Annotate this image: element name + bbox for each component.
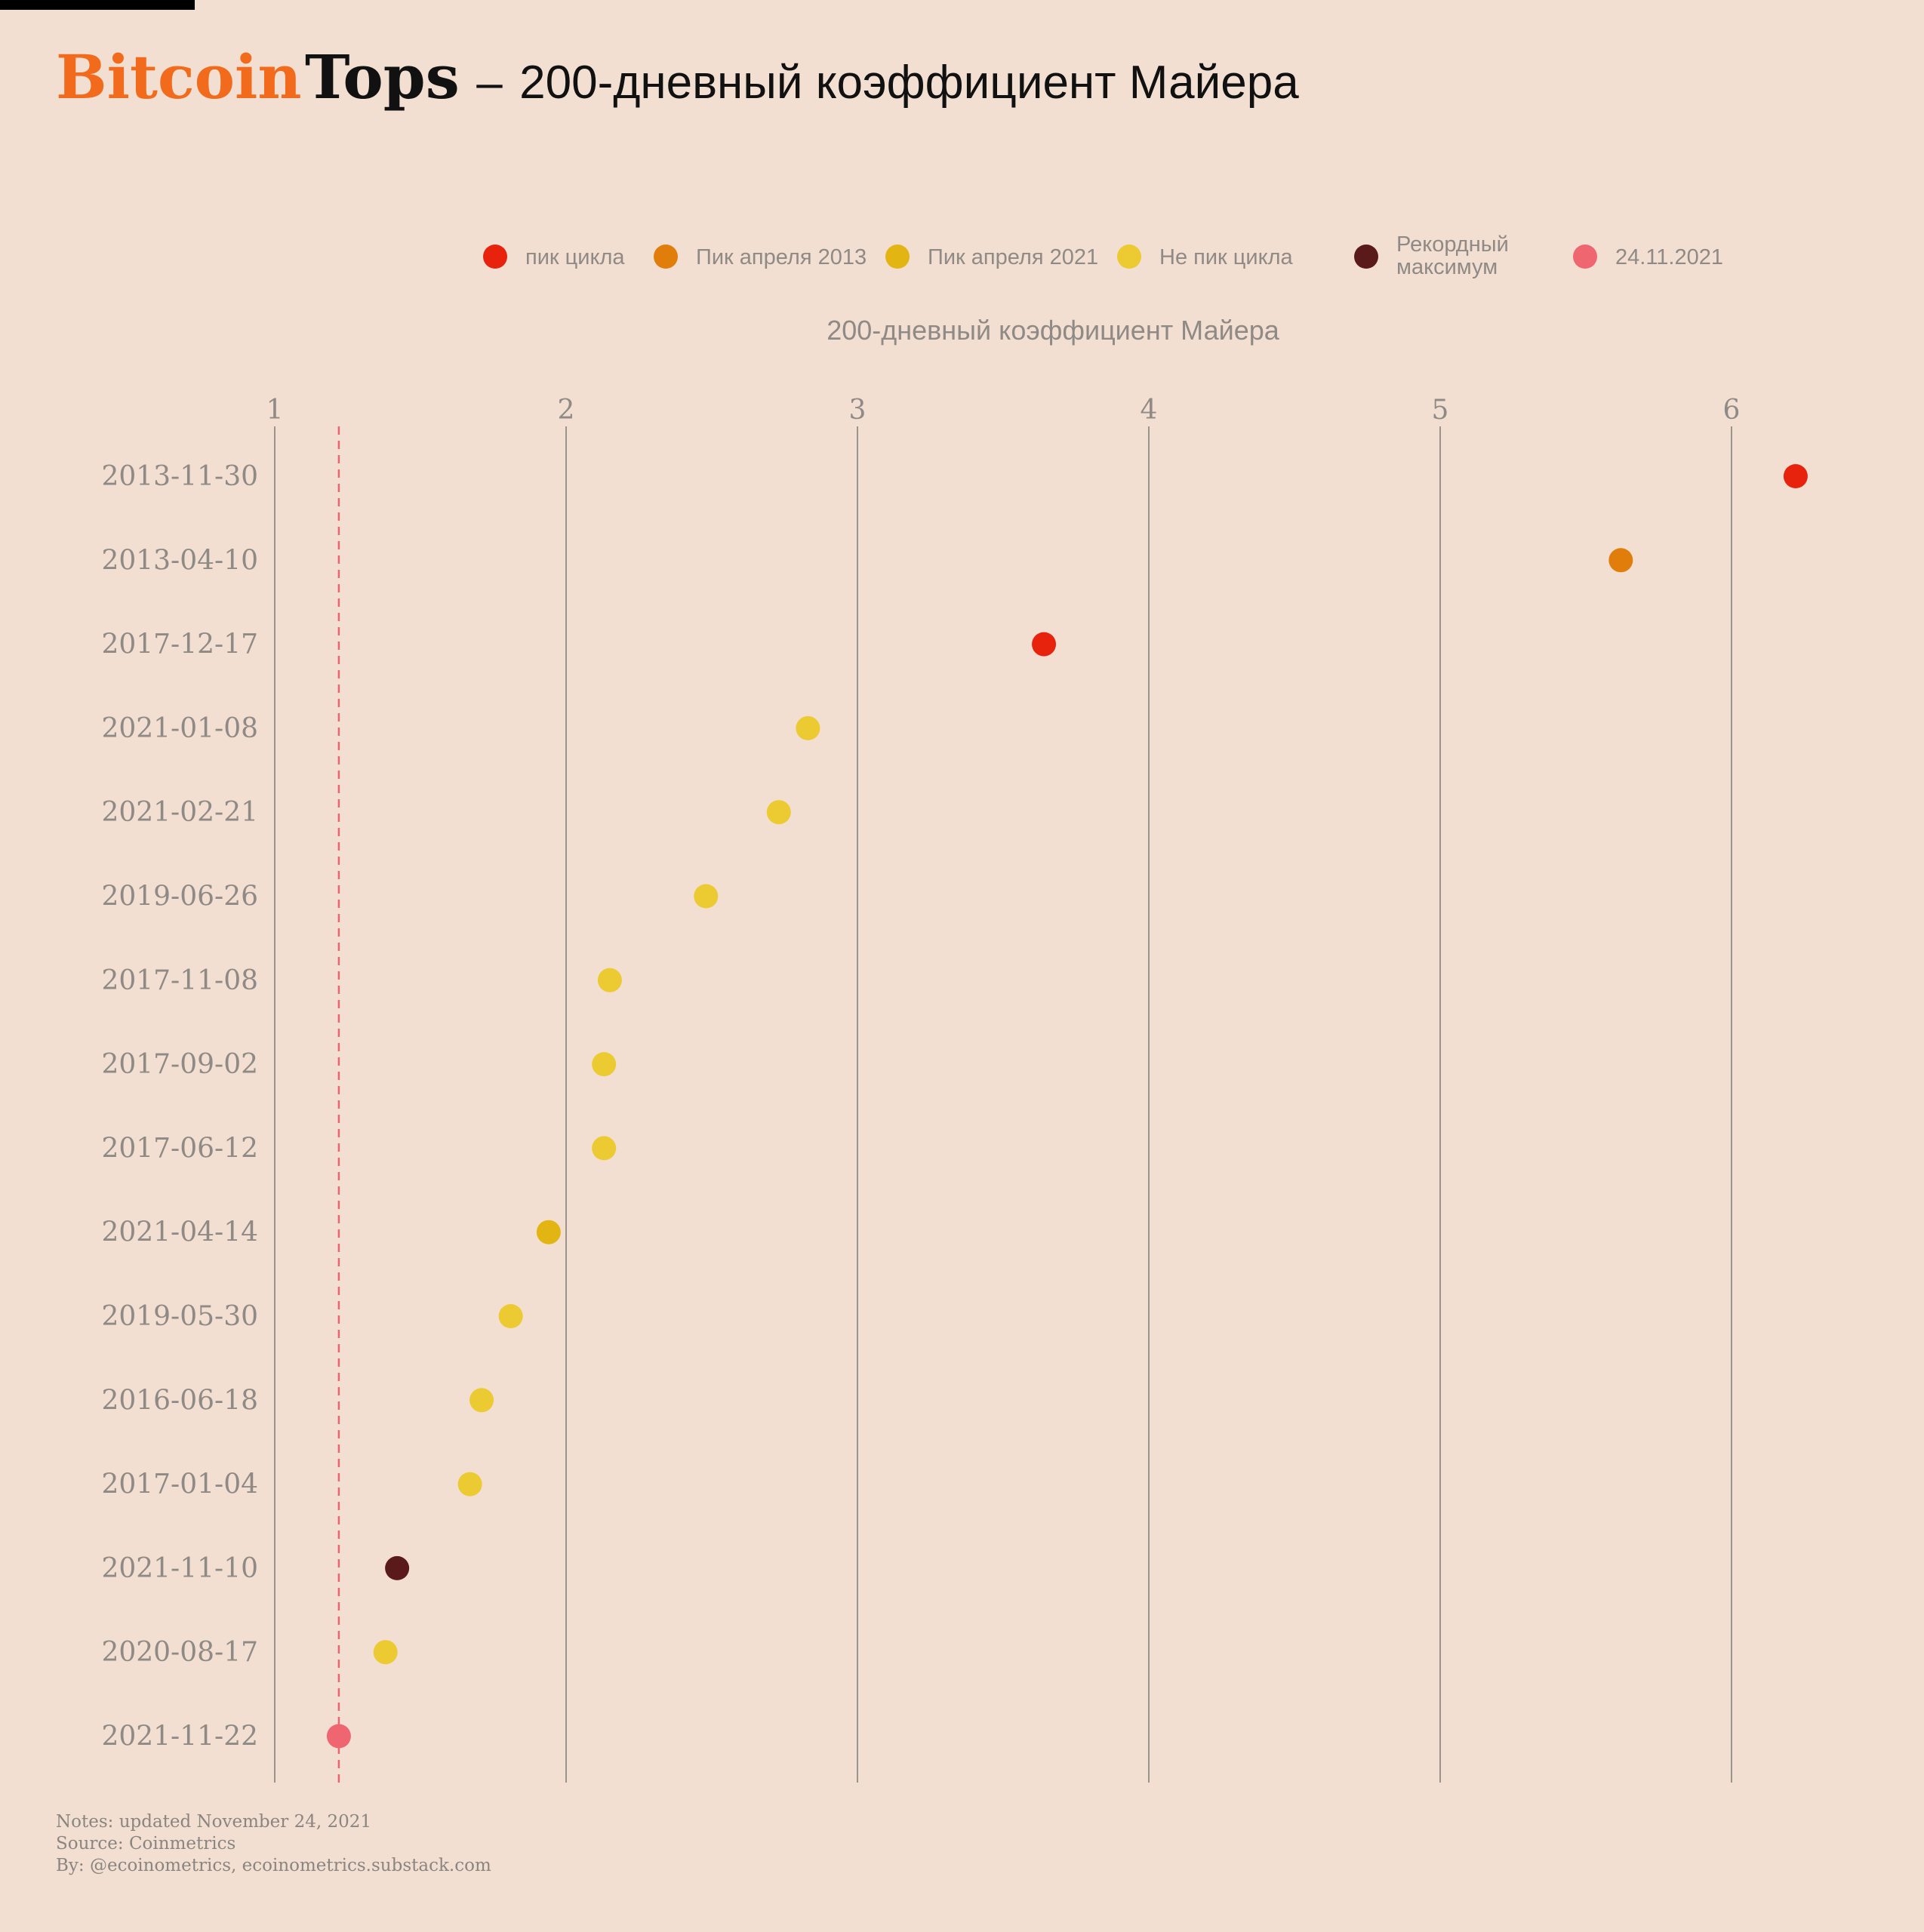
y-label-2021-11-22: 2021-11-22 <box>101 1721 258 1752</box>
y-label-2017-01-04: 2017-01-04 <box>101 1469 258 1500</box>
footer-source: Source: Coinmetrics <box>56 1834 236 1854</box>
point-2013-11-30 <box>1783 464 1808 488</box>
y-label-2017-11-08: 2017-11-08 <box>101 965 258 996</box>
y-label-2021-02-21: 2021-02-21 <box>101 797 258 828</box>
point-2021-04-14 <box>536 1220 561 1244</box>
legend-marker-4 <box>1354 245 1378 269</box>
point-2016-06-18 <box>469 1388 494 1413</box>
y-label-2017-09-02: 2017-09-02 <box>101 1049 258 1080</box>
point-2017-01-04 <box>457 1472 482 1497</box>
point-2017-09-02 <box>592 1052 617 1077</box>
y-label-2019-05-30: 2019-05-30 <box>101 1301 258 1332</box>
point-2021-11-10 <box>385 1555 410 1580</box>
y-label-2017-12-17: 2017-12-17 <box>101 629 258 660</box>
title-separator: – <box>476 57 503 109</box>
y-label-2019-06-26: 2019-06-26 <box>101 881 258 912</box>
title-tops: Tops <box>305 42 460 112</box>
y-axis-labels: 2013-11-30 2013-04-10 2017-12-17 2021-01-08… <box>101 461 258 1752</box>
point-2021-02-21 <box>766 800 791 825</box>
legend-marker-5 <box>1573 245 1597 269</box>
point-2019-06-26 <box>694 884 719 909</box>
legend-label-4: Рекордный максимум <box>1396 232 1509 279</box>
x-tick-label-2: 2 <box>558 395 575 426</box>
point-2017-06-12 <box>592 1136 617 1161</box>
legend-label-3: Не пик цикла <box>1159 245 1294 269</box>
point-2013-04-10 <box>1608 548 1633 573</box>
data-points <box>326 464 1808 1749</box>
y-label-2013-04-10: 2013-04-10 <box>101 545 258 576</box>
y-label-2013-11-30: 2013-11-30 <box>101 461 258 492</box>
x-tick-label-1: 1 <box>266 395 284 426</box>
legend-label-1: Пик апреля 2013 <box>696 245 867 269</box>
title-subtitle: 200-дневный коэффициент Майера <box>519 57 1299 109</box>
point-2017-12-17 <box>1032 632 1057 657</box>
x-tick-label-4: 4 <box>1141 395 1158 426</box>
point-2019-05-30 <box>498 1304 523 1328</box>
legend-label-2: Пик апреля 2021 <box>928 245 1098 269</box>
point-2021-01-08 <box>796 715 820 740</box>
x-tick-label-5: 5 <box>1432 395 1449 426</box>
title-brand: Bitcoin <box>56 42 302 112</box>
y-label-2017-06-12: 2017-06-12 <box>101 1133 258 1164</box>
x-axis-label: 200-дневный коэффициент Майера <box>827 315 1280 346</box>
y-label-2021-11-10: 2021-11-10 <box>101 1553 258 1584</box>
legend-label-5: 24.11.2021 <box>1615 245 1723 269</box>
grid <box>274 426 1732 1783</box>
point-2017-11-08 <box>597 968 622 992</box>
y-label-2021-01-08: 2021-01-08 <box>101 713 258 744</box>
legend-label-0: пик цикла <box>525 245 625 269</box>
x-axis-ticks: 1 2 3 4 5 6 <box>266 395 1741 426</box>
top-accent-bar <box>0 0 195 10</box>
legend-marker-2 <box>885 245 910 269</box>
y-label-2016-06-18: 2016-06-18 <box>101 1385 258 1416</box>
point-2021-11-22 <box>326 1724 351 1749</box>
legend-marker-3 <box>1117 245 1141 269</box>
y-label-2021-04-14: 2021-04-14 <box>101 1217 258 1248</box>
x-tick-label-3: 3 <box>849 395 867 426</box>
legend-marker-0 <box>483 245 507 269</box>
point-2020-08-17 <box>373 1640 398 1665</box>
chart-title: Bitcoin Tops – 200-дневный коэффициент М… <box>56 42 1299 112</box>
legend: пик цикла Пик апреля 2013 Пик апреля 2021 Н… <box>483 232 1723 279</box>
footer-byline: By: @ecoinometrics, ecoinometrics.substa… <box>56 1856 491 1875</box>
x-tick-label-6: 6 <box>1723 395 1741 426</box>
footer-notes: Notes: updated November 24, 2021 <box>56 1812 371 1832</box>
footer: Notes: updated November 24, 2021 Source:… <box>56 1811 491 1877</box>
y-label-2020-08-17: 2020-08-17 <box>101 1637 258 1668</box>
legend-marker-1 <box>654 245 678 269</box>
